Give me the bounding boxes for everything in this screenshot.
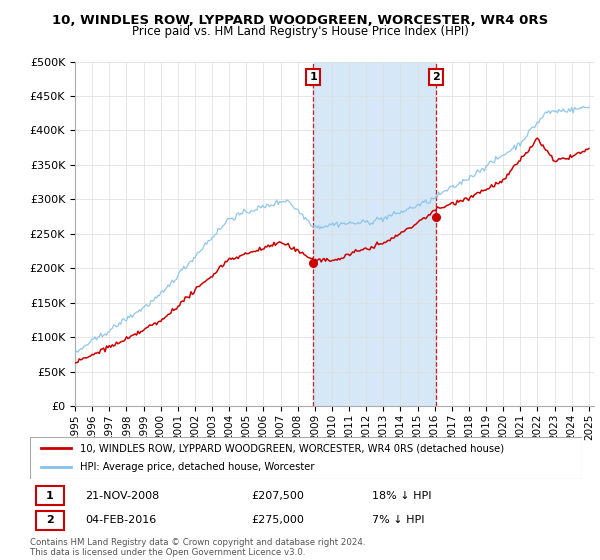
Text: Price paid vs. HM Land Registry's House Price Index (HPI): Price paid vs. HM Land Registry's House … [131,25,469,38]
Text: 10, WINDLES ROW, LYPPARD WOODGREEN, WORCESTER, WR4 0RS (detached house): 10, WINDLES ROW, LYPPARD WOODGREEN, WORC… [80,443,504,453]
Text: £207,500: £207,500 [251,491,304,501]
Text: 1: 1 [46,491,54,501]
Text: 04-FEB-2016: 04-FEB-2016 [85,515,157,525]
FancyBboxPatch shape [35,511,64,530]
Text: 2: 2 [46,515,54,525]
Text: 1: 1 [309,72,317,82]
Text: 18% ↓ HPI: 18% ↓ HPI [372,491,432,501]
Text: Contains HM Land Registry data © Crown copyright and database right 2024.
This d: Contains HM Land Registry data © Crown c… [30,538,365,557]
Text: 2: 2 [433,72,440,82]
Text: 10, WINDLES ROW, LYPPARD WOODGREEN, WORCESTER, WR4 0RS: 10, WINDLES ROW, LYPPARD WOODGREEN, WORC… [52,14,548,27]
FancyBboxPatch shape [35,486,64,505]
Text: HPI: Average price, detached house, Worcester: HPI: Average price, detached house, Worc… [80,463,314,473]
FancyBboxPatch shape [30,437,582,479]
Bar [313,62,436,406]
Text: 21-NOV-2008: 21-NOV-2008 [85,491,160,501]
Text: £275,000: £275,000 [251,515,304,525]
Text: 7% ↓ HPI: 7% ↓ HPI [372,515,425,525]
